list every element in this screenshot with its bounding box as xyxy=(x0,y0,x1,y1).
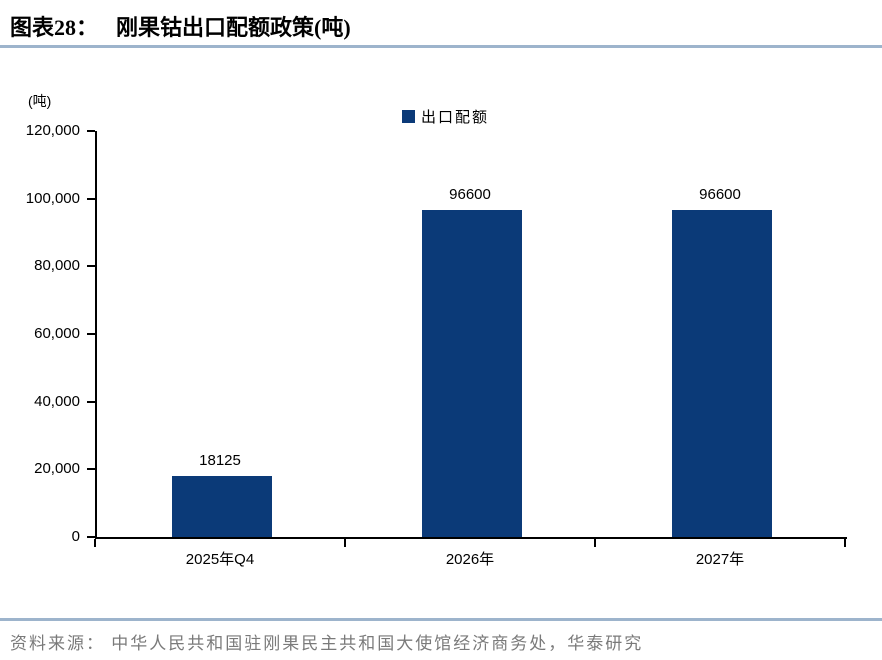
bar xyxy=(172,475,272,537)
bar xyxy=(672,210,772,537)
y-tick-label: 40,000 xyxy=(34,392,80,410)
y-axis-unit-label: (吨) xyxy=(28,93,52,109)
y-tick-label: 0 xyxy=(71,528,80,545)
x-category-label: 2025年Q4 xyxy=(185,551,255,568)
y-tick-mark xyxy=(87,468,95,471)
legend-label: 出口配额 xyxy=(421,109,490,126)
x-tick-mark xyxy=(844,539,846,547)
figure-title: 图表28： 刚果钴出口配额政策(吨) xyxy=(10,10,351,42)
y-tick-mark xyxy=(87,130,95,132)
plot-area xyxy=(95,131,847,539)
figure-number-label: 图表28： xyxy=(10,15,99,40)
bar-value-label: 18125 xyxy=(199,451,241,469)
chart-legend: 出口配额 xyxy=(402,106,489,127)
y-tick-label: 80,000 xyxy=(34,257,80,275)
bar-value-label: 96600 xyxy=(699,186,741,204)
legend-swatch-icon xyxy=(402,110,415,123)
y-tick-mark xyxy=(87,536,95,538)
x-category-label: 2027年 xyxy=(695,551,745,568)
y-tick-label: 120,000 xyxy=(25,122,80,139)
x-category-label: 2026年 xyxy=(445,551,495,568)
y-tick-mark xyxy=(87,197,95,200)
bar xyxy=(422,210,522,537)
y-tick-label: 60,000 xyxy=(34,325,80,342)
bar-value-label: 96600 xyxy=(449,186,491,204)
y-tick-mark xyxy=(87,400,95,403)
title-underline xyxy=(0,45,882,48)
x-tick-mark xyxy=(344,539,346,547)
y-tick-label: 100,000 xyxy=(25,189,80,207)
source-attribution: 资料来源： 中华人民共和国驻刚果民主共和国大使馆经济商务处，华泰研究 xyxy=(10,634,644,653)
x-tick-mark xyxy=(594,539,596,547)
figure-title-text: 刚果钴出口配额政策(吨) xyxy=(116,15,351,40)
footer-separator xyxy=(0,618,882,621)
y-tick-mark xyxy=(87,333,95,335)
x-tick-mark xyxy=(94,539,96,547)
y-tick-label: 20,000 xyxy=(34,460,80,478)
y-tick-mark xyxy=(87,265,95,268)
